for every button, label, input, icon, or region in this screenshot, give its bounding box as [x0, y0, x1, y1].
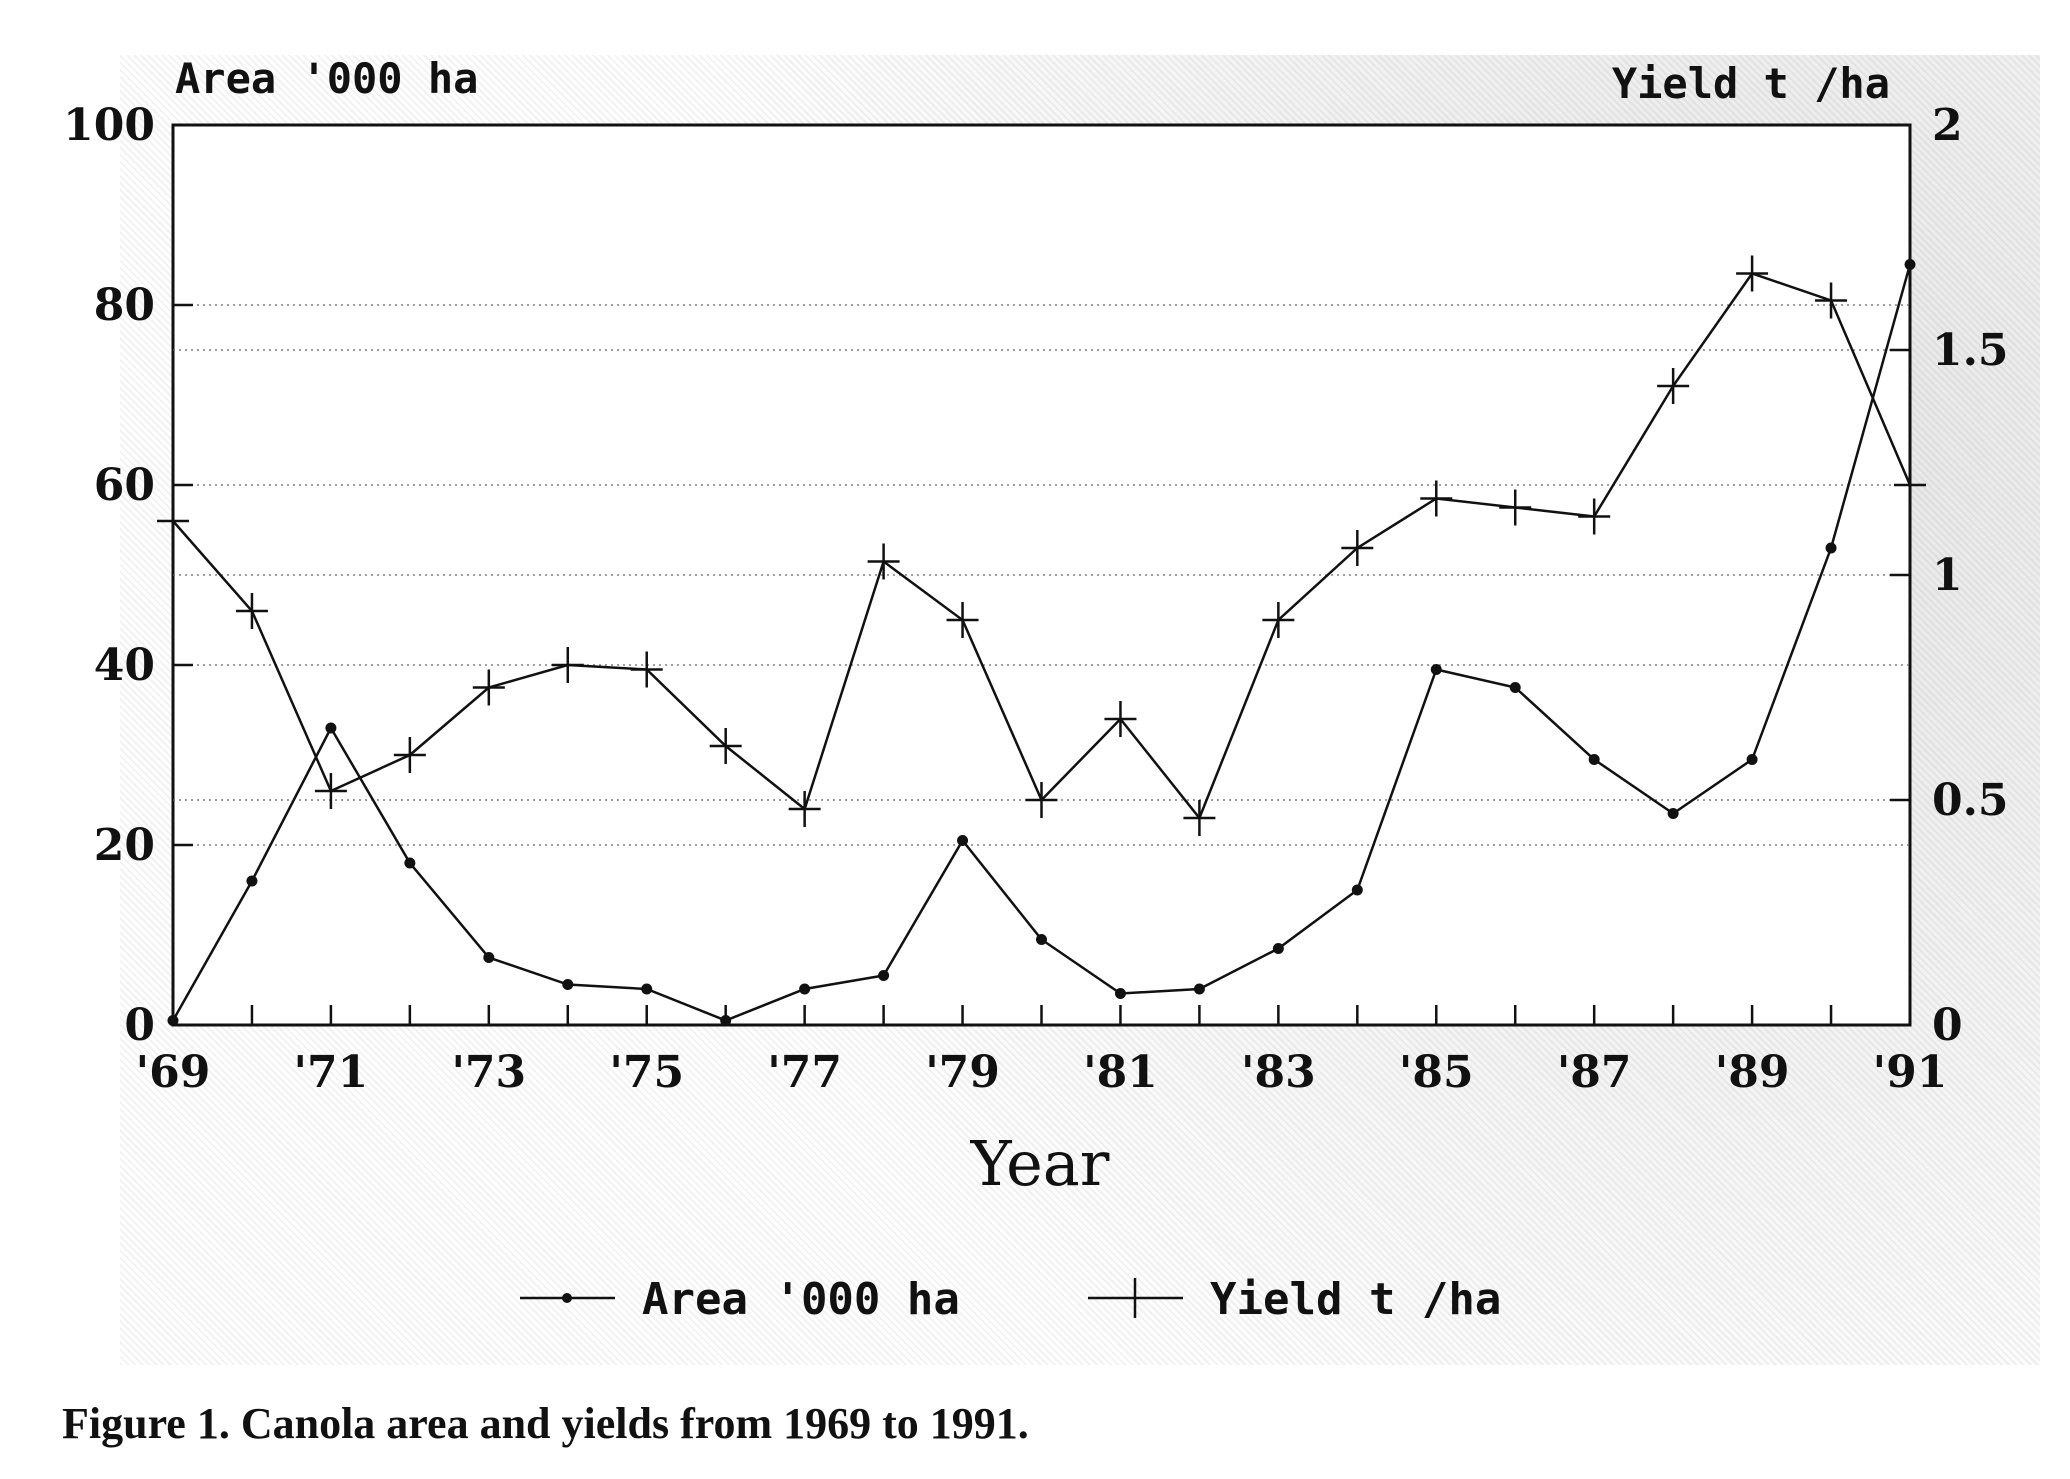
right-tick-label: 1.5	[1932, 325, 2009, 376]
area-point	[1036, 934, 1047, 945]
x-tick-label: '87	[1557, 1047, 1632, 1098]
yield-point	[867, 543, 900, 580]
x-tick-label: '81	[1083, 1047, 1158, 1098]
right-axis-ticks: 0 0.5 1 1.5 2	[1890, 100, 2009, 1051]
yield-point	[235, 593, 268, 629]
right-axis-title: Yield t /ha	[1612, 59, 1890, 108]
legend-area-marker	[562, 1293, 572, 1303]
yield-point	[1025, 782, 1058, 818]
area-point	[1114, 988, 1126, 999]
x-tick-label: '77	[767, 1047, 842, 1098]
yield-point	[157, 503, 189, 539]
left-tick-label: 0	[124, 1000, 155, 1051]
yield-point	[472, 669, 505, 706]
area-point	[1272, 943, 1284, 954]
area-point	[1351, 884, 1363, 896]
yield-point	[551, 647, 584, 683]
yield-point	[1657, 368, 1690, 404]
yield-point	[1815, 282, 1848, 319]
area-point	[562, 979, 574, 990]
x-tick-label: '83	[1241, 1047, 1316, 1098]
area-point	[799, 983, 811, 995]
yield-point	[630, 651, 663, 688]
left-axis-ticks: 0 20 40 60 80 100	[63, 100, 193, 1051]
area-point	[1193, 983, 1205, 995]
area-point	[1588, 754, 1600, 765]
area-point	[1825, 542, 1837, 554]
area-point	[641, 983, 653, 995]
x-tick-label: '85	[1399, 1047, 1474, 1098]
yield-point	[788, 791, 821, 827]
area-point	[483, 952, 495, 963]
area-point	[1746, 754, 1758, 765]
area-point	[167, 1015, 179, 1026]
x-tick-label: '89	[1715, 1047, 1790, 1098]
yield-point	[1894, 467, 1926, 503]
area-point	[878, 970, 890, 981]
area-point	[957, 835, 969, 846]
legend-yield-label: Yield t /ha	[1210, 1274, 1501, 1325]
x-tick-label: '71	[294, 1047, 369, 1098]
area-point	[1904, 259, 1916, 270]
area-point	[325, 722, 337, 734]
left-axis-title: Area '000 ha	[175, 54, 478, 103]
x-tick-label: '73	[451, 1047, 526, 1098]
right-tick-label: 1	[1932, 550, 1963, 601]
yield-point	[1104, 701, 1137, 737]
left-tick-label: 20	[94, 820, 155, 871]
figure-caption: Figure 1. Canola area and yields from 19…	[62, 1399, 1029, 1448]
x-tick-label: '91	[1873, 1047, 1948, 1098]
x-tick-label: '79	[925, 1047, 1000, 1098]
area-point	[404, 857, 416, 869]
area-point	[246, 875, 258, 887]
yield-point	[1736, 255, 1769, 292]
right-tick-label: 0.5	[1932, 775, 2009, 826]
left-tick-label: 40	[94, 640, 155, 691]
data-series	[157, 255, 1926, 1026]
yield-point	[946, 602, 979, 638]
x-tick-label: '69	[136, 1047, 211, 1098]
legend: Area '000 ha Yield t /ha	[520, 1274, 1501, 1325]
left-tick-label: 80	[94, 280, 155, 331]
grid-lines	[173, 304, 1910, 846]
right-tick-label: 0	[1932, 1000, 1963, 1051]
yield-point	[1183, 800, 1216, 836]
yield-point	[393, 737, 426, 773]
yield-point	[1262, 602, 1295, 638]
yield-point	[1578, 498, 1611, 535]
area-point	[1667, 808, 1679, 819]
legend-area-label: Area '000 ha	[642, 1274, 960, 1325]
area-point	[720, 1015, 732, 1026]
yield-point	[709, 728, 742, 764]
area-point	[1430, 664, 1442, 675]
x-tick-label: '75	[609, 1047, 684, 1098]
area-point	[1509, 682, 1521, 693]
yield-point	[1341, 530, 1374, 566]
x-axis-ticks: '69 '71 '73 '75 '77 '79 '81 '83 '85 '87 '89 '91	[136, 1005, 1948, 1098]
yield-point	[1499, 489, 1532, 526]
left-tick-label: 100	[63, 100, 155, 151]
yield-point	[1420, 480, 1453, 517]
left-tick-label: 60	[94, 460, 155, 511]
x-axis-title: Year	[970, 1127, 1110, 1200]
right-tick-label: 2	[1932, 100, 1963, 151]
yield-point	[314, 773, 347, 809]
